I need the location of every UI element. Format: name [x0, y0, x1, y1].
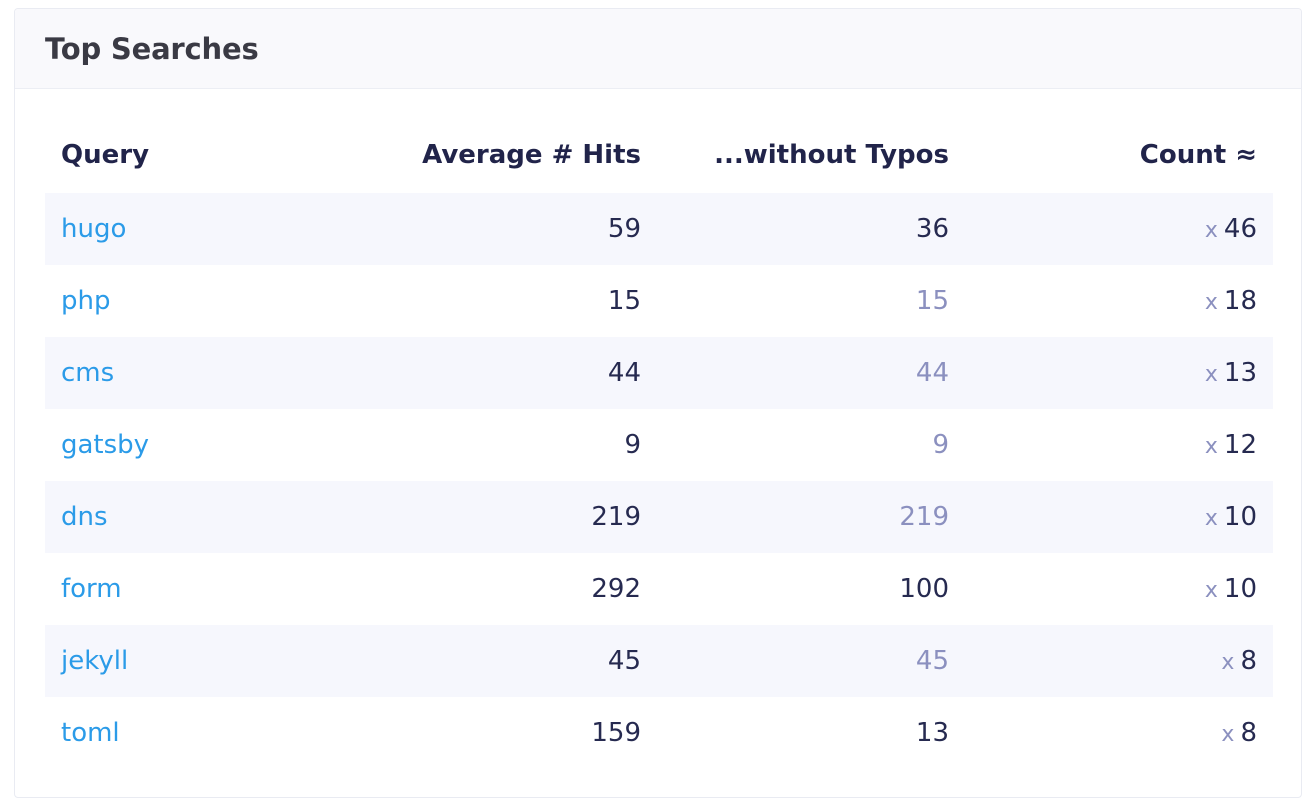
- count-cell: x 18: [949, 286, 1273, 316]
- average-hits-cell: 219: [591, 502, 641, 532]
- count-prefix: x: [1204, 362, 1218, 387]
- count-cell: x 10: [949, 574, 1273, 604]
- query-cell: hugo: [45, 214, 345, 244]
- query-cell: form: [45, 574, 345, 604]
- query-link[interactable]: cms: [61, 358, 115, 388]
- count-prefix: x: [1221, 722, 1235, 747]
- column-header-without-typos[interactable]: ...without Typos: [714, 140, 949, 170]
- table-row: php 15 15 x 18: [45, 265, 1273, 337]
- average-hits-cell: 15: [607, 286, 641, 316]
- count-cell: x 46: [949, 214, 1273, 244]
- column-header-count[interactable]: Count ≈: [1139, 140, 1257, 170]
- table-row: cms 44 44 x 13: [45, 337, 1273, 409]
- average-hits-cell: 159: [591, 718, 641, 748]
- without-typos-cell: 44: [915, 358, 949, 388]
- average-hits-cell: 59: [607, 214, 641, 244]
- table-row: hugo 59 36 x 46: [45, 193, 1273, 265]
- count-value: 13: [1223, 358, 1257, 388]
- top-searches-card: Top Searches Query Average # Hits ...wit…: [14, 8, 1302, 798]
- column-header-query[interactable]: Query: [61, 140, 150, 170]
- count-value: 10: [1223, 574, 1257, 604]
- query-cell: dns: [45, 502, 345, 532]
- without-typos-cell: 45: [915, 646, 949, 676]
- query-link[interactable]: jekyll: [61, 646, 129, 676]
- without-typos-cell: 36: [915, 214, 949, 244]
- count-value: 8: [1240, 646, 1257, 676]
- average-hits-cell: 44: [607, 358, 641, 388]
- query-link[interactable]: toml: [61, 718, 120, 748]
- query-cell: toml: [45, 718, 345, 748]
- query-cell: gatsby: [45, 430, 345, 460]
- column-header-average-hits[interactable]: Average # Hits: [422, 140, 641, 170]
- query-link[interactable]: gatsby: [61, 430, 150, 460]
- count-prefix: x: [1204, 218, 1218, 243]
- table-row: form 292 100 x 10: [45, 553, 1273, 625]
- count-prefix: x: [1221, 650, 1235, 675]
- count-value: 8: [1240, 718, 1257, 748]
- without-typos-cell: 13: [915, 718, 949, 748]
- count-prefix: x: [1204, 578, 1218, 603]
- top-searches-table: Query Average # Hits ...without Typos Co…: [45, 117, 1273, 769]
- average-hits-cell: 9: [624, 430, 641, 460]
- count-value: 46: [1223, 214, 1257, 244]
- query-cell: jekyll: [45, 646, 345, 676]
- card-title: Top Searches: [45, 31, 259, 66]
- count-value: 18: [1223, 286, 1257, 316]
- query-link[interactable]: form: [61, 574, 122, 604]
- without-typos-cell: 100: [899, 574, 949, 604]
- average-hits-cell: 292: [591, 574, 641, 604]
- count-prefix: x: [1204, 506, 1218, 531]
- table-row: gatsby 9 9 x 12: [45, 409, 1273, 481]
- table-row: dns 219 219 x 10: [45, 481, 1273, 553]
- table-header-row: Query Average # Hits ...without Typos Co…: [45, 117, 1273, 193]
- count-cell: x 13: [949, 358, 1273, 388]
- query-link[interactable]: hugo: [61, 214, 127, 244]
- count-value: 10: [1223, 502, 1257, 532]
- average-hits-cell: 45: [607, 646, 641, 676]
- query-link[interactable]: dns: [61, 502, 108, 532]
- query-cell: php: [45, 286, 345, 316]
- count-cell: x 12: [949, 430, 1273, 460]
- without-typos-cell: 15: [915, 286, 949, 316]
- without-typos-cell: 219: [899, 502, 949, 532]
- card-header: Top Searches: [15, 9, 1301, 89]
- count-value: 12: [1223, 430, 1257, 460]
- count-prefix: x: [1204, 290, 1218, 315]
- count-cell: x 10: [949, 502, 1273, 532]
- query-link[interactable]: php: [61, 286, 111, 316]
- without-typos-cell: 9: [932, 430, 949, 460]
- query-cell: cms: [45, 358, 345, 388]
- count-prefix: x: [1204, 434, 1218, 459]
